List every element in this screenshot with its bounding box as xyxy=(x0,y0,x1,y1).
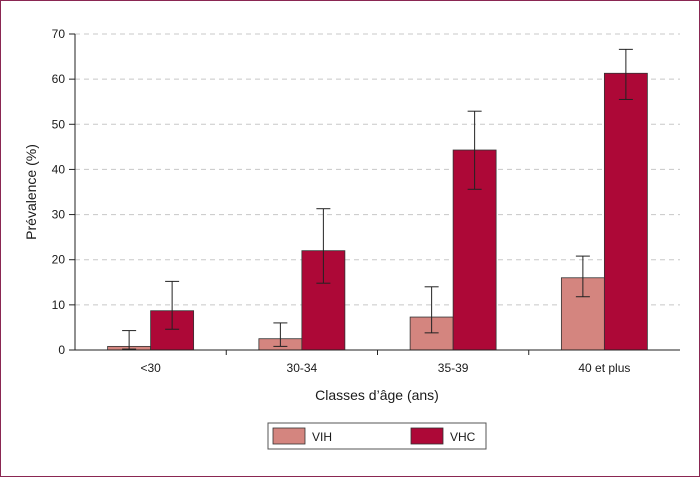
gridlines xyxy=(75,33,680,306)
y-tick-label: 40 xyxy=(52,162,66,176)
x-axis-title: Classes d’âge (ans) xyxy=(315,387,439,403)
bars xyxy=(107,72,648,351)
y-tick-label: 70 xyxy=(52,27,66,41)
y-tick-label: 30 xyxy=(52,208,66,222)
legend-swatch-vhc xyxy=(410,427,444,445)
y-tick-label: 10 xyxy=(52,298,66,312)
x-tick-label: <30 xyxy=(140,361,161,375)
y-tick-label: 20 xyxy=(52,253,66,267)
x-tick-label: 35-39 xyxy=(438,361,469,375)
x-tick-label: 40 et plus xyxy=(578,361,630,375)
y-tick-label: 60 xyxy=(52,72,66,86)
x-tick-label: 30-34 xyxy=(287,361,318,375)
y-tick-label: 0 xyxy=(58,343,65,357)
y-axis-title: Prévalence (%) xyxy=(23,144,39,240)
bar-vhc xyxy=(603,72,648,351)
y-tick-label: 50 xyxy=(52,117,66,131)
legend-label-vhc: VHC xyxy=(450,430,476,444)
error-bars xyxy=(122,48,633,350)
legend: VIH VHC xyxy=(267,422,487,450)
axes: <30 30-34 35-39 40 et plus 0 10 20 30 40 50 60 70 xyxy=(52,27,680,375)
legend-label-vih: VIH xyxy=(312,430,332,444)
legend-swatch-vih xyxy=(272,427,306,445)
